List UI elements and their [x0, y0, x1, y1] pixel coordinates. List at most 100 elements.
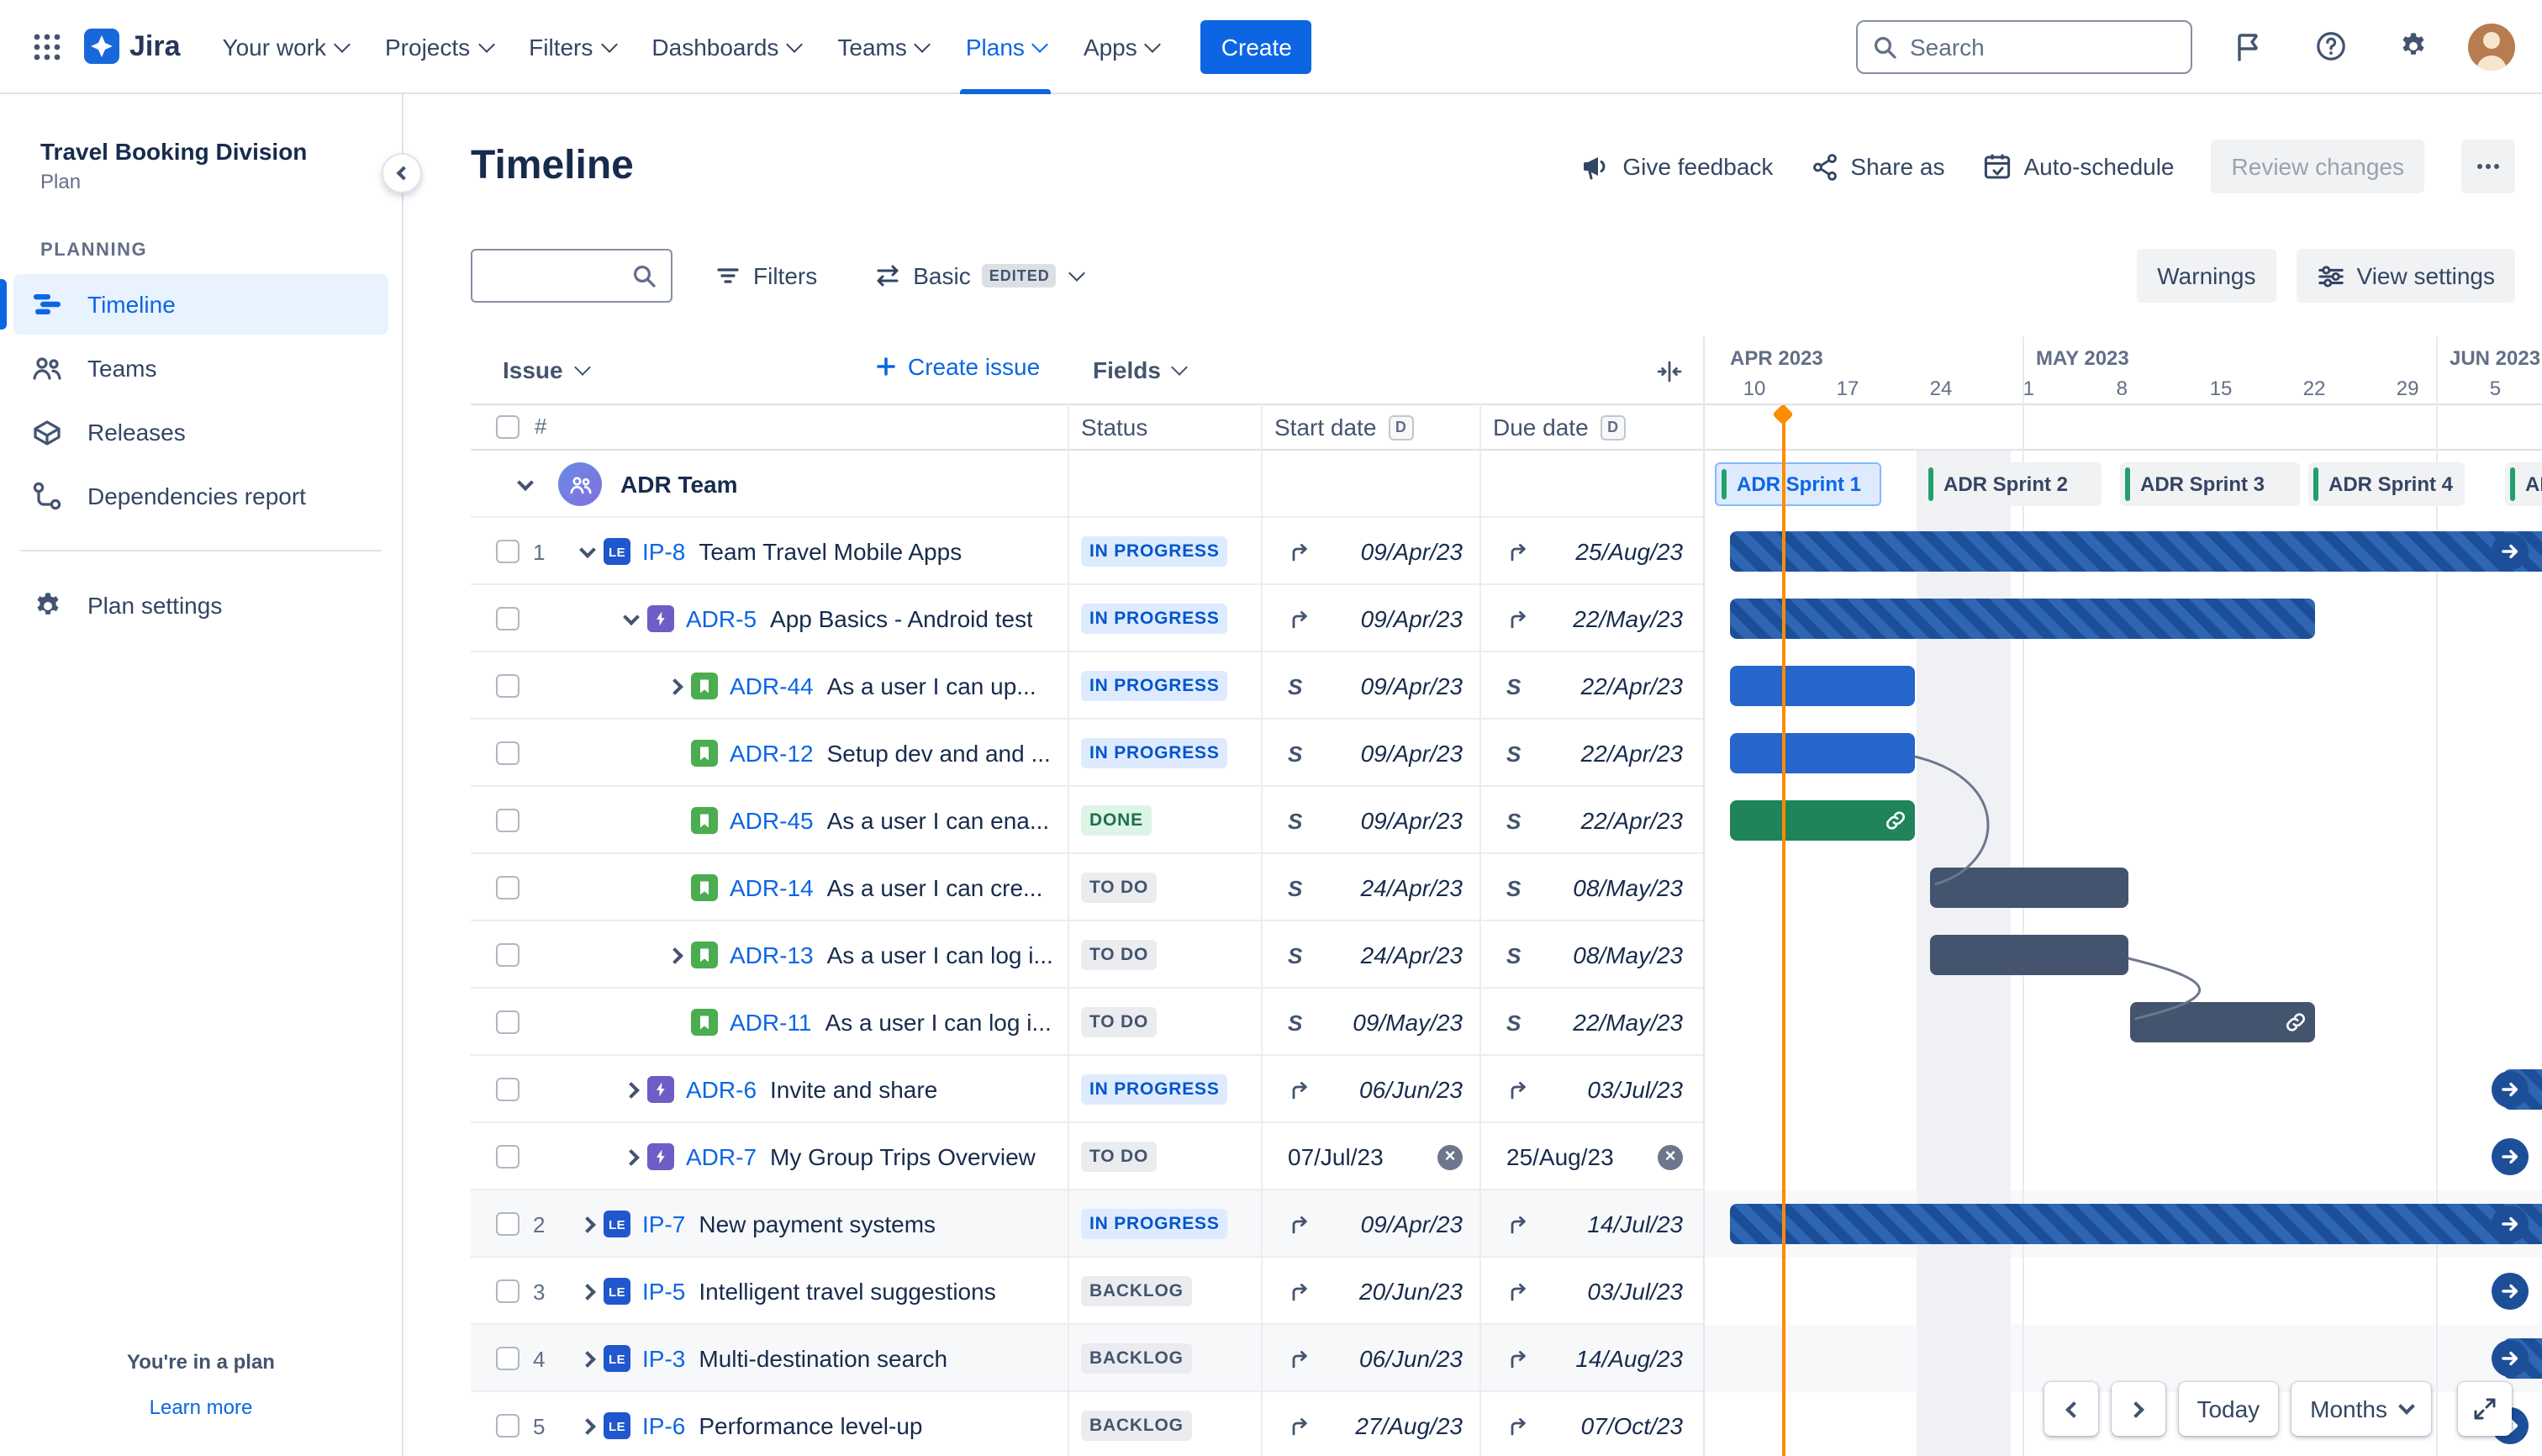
global-search[interactable] — [1856, 19, 2192, 73]
status-cell[interactable]: BACKLOG — [1068, 1258, 1261, 1325]
due-date-cell[interactable]: 07/Oct/23 — [1479, 1392, 1703, 1456]
fullscreen-button[interactable] — [2458, 1382, 2512, 1436]
status-cell[interactable]: TO DO — [1068, 989, 1261, 1056]
issue-row-adr-14[interactable]: ADR-14 As a user I can cre... TO DO S 24/… — [471, 854, 2542, 921]
team-group-row[interactable]: ADR Team — [471, 451, 2542, 518]
scroll-to-bar-arrow[interactable] — [2492, 1138, 2529, 1175]
clear-date-icon[interactable] — [1437, 1144, 1463, 1169]
gantt-bar-adr-14[interactable] — [1929, 868, 2128, 908]
sprint-label[interactable]: ADR Sprint 1 — [1715, 462, 1881, 506]
view-settings-button[interactable]: View settings — [2296, 249, 2515, 303]
status-cell[interactable]: IN PROGRESS — [1068, 1190, 1261, 1258]
scroll-to-bar-arrow[interactable] — [2492, 533, 2529, 570]
due-date-cell[interactable]: S 08/May/23 — [1479, 854, 1703, 921]
expand-chevron-icon[interactable] — [570, 541, 604, 558]
start-date-cell[interactable]: S 09/Apr/23 — [1261, 720, 1479, 787]
gantt-bar-adr-5[interactable] — [1729, 599, 2315, 639]
due-date-cell[interactable]: S 22/May/23 — [1479, 989, 1703, 1056]
scroll-left-button[interactable] — [2044, 1382, 2098, 1436]
warnings-button[interactable]: Warnings — [2137, 249, 2276, 303]
row-checkbox[interactable] — [496, 1414, 519, 1438]
start-date-cell[interactable]: S 09/Apr/23 — [1261, 787, 1479, 854]
start-date-cell[interactable]: S 09/Apr/23 — [1261, 652, 1479, 720]
issue-row-adr-11[interactable]: ADR-11 As a user I can log i... TO DO S 0… — [471, 989, 2542, 1056]
sidebar-item-timeline[interactable]: Timeline — [0, 274, 388, 335]
issue-row-adr-12[interactable]: ADR-12 Setup dev and and ... IN PROGRESS… — [471, 720, 2542, 787]
issue-search-field[interactable] — [471, 249, 672, 303]
start-date-cell[interactable]: 06/Jun/23 — [1261, 1056, 1479, 1123]
due-date-cell[interactable]: 14/Jul/23 — [1479, 1190, 1703, 1258]
issue-search-input[interactable] — [486, 262, 630, 289]
start-date-cell[interactable]: S 24/Apr/23 — [1261, 921, 1479, 989]
gantt-bar-adr-45[interactable] — [1729, 800, 1915, 841]
collapse-fields-button[interactable] — [1648, 351, 1691, 392]
row-checkbox[interactable] — [496, 741, 519, 765]
issue-key-link[interactable]: ADR-13 — [730, 942, 814, 968]
scroll-to-bar-arrow[interactable] — [2492, 1340, 2529, 1377]
status-lozenge[interactable]: IN PROGRESS — [1081, 738, 1228, 768]
expand-chevron-icon[interactable] — [657, 678, 691, 694]
expand-chevron-icon[interactable] — [614, 1148, 647, 1165]
expand-chevron-icon[interactable] — [570, 1283, 604, 1300]
status-lozenge[interactable]: BACKLOG — [1081, 1343, 1192, 1374]
status-cell[interactable]: DONE — [1068, 787, 1261, 854]
row-checkbox[interactable] — [496, 607, 519, 630]
user-avatar[interactable] — [2468, 23, 2515, 70]
due-date-cell[interactable]: 25/Aug/23 — [1479, 518, 1703, 585]
scroll-to-bar-arrow[interactable] — [2492, 1205, 2529, 1242]
row-checkbox[interactable] — [496, 674, 519, 698]
filters-button[interactable]: Filters — [699, 249, 832, 303]
gantt-bar-adr-44[interactable] — [1729, 666, 1915, 706]
issue-row-ip-6[interactable]: 5 LE IP-6 Performance level-up BACKLOG 2… — [471, 1392, 2542, 1456]
row-checkbox[interactable] — [496, 1347, 519, 1370]
expand-chevron-icon[interactable] — [570, 1417, 604, 1434]
due-date-cell[interactable]: 14/Aug/23 — [1479, 1325, 1703, 1392]
due-date-cell[interactable]: 03/Jul/23 — [1479, 1056, 1703, 1123]
gantt-bar-adr-11[interactable] — [2129, 1002, 2315, 1042]
view-mode-button[interactable]: Basic EDITED — [859, 249, 1099, 303]
status-cell[interactable]: BACKLOG — [1068, 1392, 1261, 1456]
issue-key-link[interactable]: ADR-44 — [730, 673, 814, 699]
status-lozenge[interactable]: TO DO — [1081, 1142, 1158, 1172]
start-date-cell[interactable]: 09/Apr/23 — [1261, 1190, 1479, 1258]
start-date-cell[interactable]: S 09/May/23 — [1261, 989, 1479, 1056]
status-lozenge[interactable]: BACKLOG — [1081, 1276, 1192, 1306]
app-switcher-button[interactable] — [20, 19, 74, 73]
scroll-right-button[interactable] — [2111, 1382, 2165, 1436]
due-date-cell[interactable]: S 22/Apr/23 — [1479, 652, 1703, 720]
status-cell[interactable]: BACKLOG — [1068, 1325, 1261, 1392]
status-cell[interactable]: TO DO — [1068, 921, 1261, 989]
start-date-cell[interactable]: 09/Apr/23 — [1261, 518, 1479, 585]
status-cell[interactable]: TO DO — [1068, 1123, 1261, 1190]
issue-row-adr-44[interactable]: ADR-44 As a user I can up... IN PROGRESS… — [471, 652, 2542, 720]
flag-button[interactable] — [2221, 19, 2275, 73]
start-date-cell[interactable]: 06/Jun/23 — [1261, 1325, 1479, 1392]
jira-logo[interactable]: Jira — [84, 29, 181, 64]
issue-key-link[interactable]: IP-8 — [642, 538, 686, 565]
issue-key-link[interactable]: ADR-11 — [730, 1009, 812, 1036]
status-cell[interactable]: IN PROGRESS — [1068, 518, 1261, 585]
timeline-area[interactable]: APR 2023 MAY 2023 JUN 2023 10 17 24 1 8 15 22 29 5 A… — [1703, 336, 2542, 1456]
row-checkbox[interactable] — [496, 1078, 519, 1101]
dependency-link-icon[interactable] — [1885, 810, 1906, 831]
scroll-to-bar-arrow[interactable] — [2492, 1273, 2529, 1310]
status-lozenge[interactable]: IN PROGRESS — [1081, 604, 1228, 634]
status-lozenge[interactable]: IN PROGRESS — [1081, 536, 1228, 567]
status-lozenge[interactable]: BACKLOG — [1081, 1411, 1192, 1441]
nav-menu-item-projects[interactable]: Projects — [367, 0, 510, 93]
start-date-cell[interactable]: S 24/Apr/23 — [1261, 854, 1479, 921]
row-checkbox[interactable] — [496, 1010, 519, 1034]
row-checkbox[interactable] — [496, 1212, 519, 1236]
expand-chevron-icon[interactable] — [657, 947, 691, 963]
create-issue-button[interactable]: Create issue — [874, 353, 1040, 380]
select-all-checkbox[interactable] — [496, 415, 519, 439]
create-button[interactable]: Create — [1200, 19, 1312, 73]
row-checkbox[interactable] — [496, 876, 519, 899]
sprint-label[interactable]: ADR Sprint 4 — [2308, 462, 2465, 506]
global-search-input[interactable] — [1910, 33, 2177, 60]
nav-menu-item-your-work[interactable]: Your work — [204, 0, 367, 93]
nav-menu-item-plans[interactable]: Plans — [947, 0, 1065, 93]
sprint-label[interactable]: AD — [2505, 462, 2542, 506]
row-checkbox[interactable] — [496, 1279, 519, 1303]
due-date-cell[interactable]: S 22/Apr/23 — [1479, 720, 1703, 787]
